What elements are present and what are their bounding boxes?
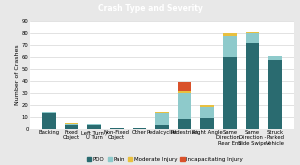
Bar: [155, 113, 169, 125]
Bar: [42, 113, 56, 129]
Bar: [246, 32, 260, 33]
Bar: [223, 33, 237, 36]
Bar: [64, 125, 78, 129]
Text: Crash Type and Severity: Crash Type and Severity: [98, 4, 202, 13]
Bar: [178, 91, 191, 93]
Bar: [155, 112, 169, 113]
Bar: [178, 82, 191, 91]
Bar: [155, 125, 169, 129]
Bar: [87, 125, 101, 129]
Bar: [64, 124, 78, 125]
Bar: [64, 123, 78, 124]
Bar: [200, 105, 214, 107]
Bar: [42, 112, 56, 113]
Y-axis label: Number of Crashes: Number of Crashes: [15, 45, 20, 105]
Legend: PDO, Pain, Moderate Injury, Incapacitating Injury: PDO, Pain, Moderate Injury, Incapacitati…: [87, 157, 243, 162]
Bar: [133, 128, 146, 129]
Bar: [246, 33, 260, 43]
Bar: [178, 93, 191, 119]
Bar: [178, 119, 191, 129]
Bar: [268, 56, 282, 60]
Bar: [87, 124, 101, 125]
Bar: [200, 107, 214, 118]
Bar: [246, 43, 260, 129]
Bar: [110, 128, 124, 129]
Bar: [200, 118, 214, 129]
Bar: [223, 57, 237, 129]
Bar: [223, 36, 237, 57]
Bar: [268, 60, 282, 129]
